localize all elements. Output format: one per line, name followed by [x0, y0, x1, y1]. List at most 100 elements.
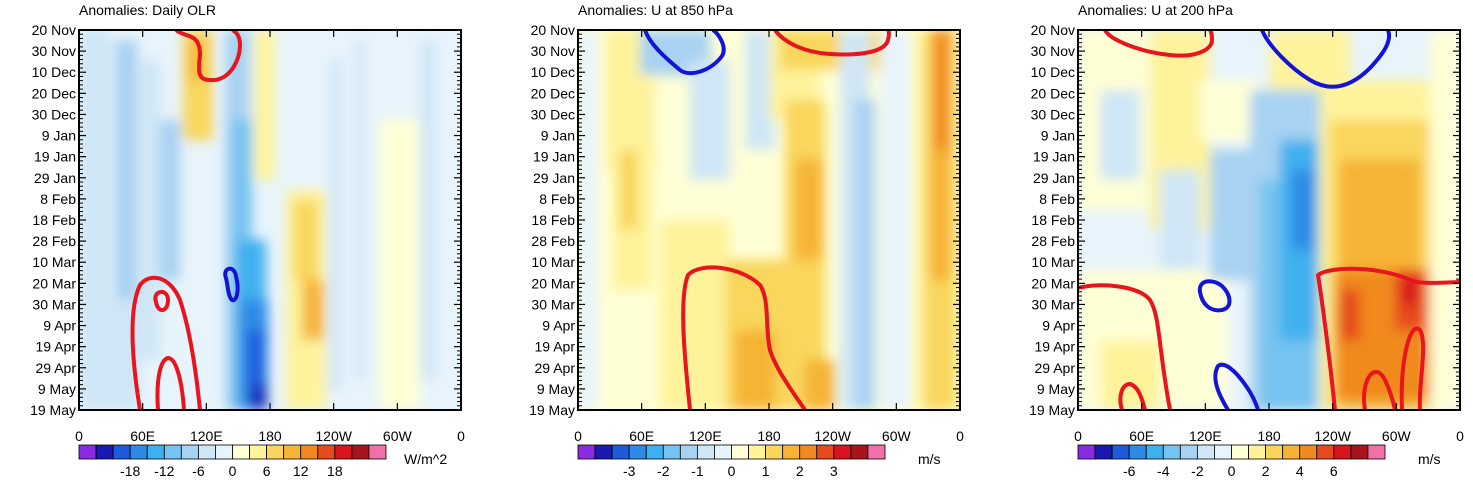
y-tick-label: 30 Dec [32, 106, 76, 122]
y-tick-label: 9 May [537, 381, 575, 397]
y-tick-label: 29 Apr [1035, 360, 1076, 376]
colorbar-bin [1196, 444, 1215, 460]
y-tick-label: 18 Feb [32, 212, 76, 228]
colorbar-bin [1333, 444, 1352, 460]
colorbar-label: 4 [1296, 463, 1304, 479]
contour-positive [1362, 370, 1397, 410]
contour-negative [1260, 30, 1391, 89]
x-tick-label: 120E [190, 428, 223, 444]
y-tick-label: 20 Mar [531, 275, 575, 291]
x-tick-label: 120E [1189, 428, 1222, 444]
colorbar-bin [594, 444, 613, 460]
colorbar-bin [1299, 444, 1318, 460]
colorbar-bin [1282, 444, 1301, 460]
y-tick-label: 19 Jan [1033, 149, 1075, 165]
y-tick-label: 20 Dec [531, 85, 575, 101]
y-tick-label: 10 Dec [32, 64, 76, 80]
y-tick-label: 9 Apr [1042, 318, 1075, 334]
y-tick-label: 9 May [38, 381, 76, 397]
contour-negative [643, 30, 726, 76]
contour-negative [1213, 362, 1260, 410]
colorbar-bin [112, 444, 131, 460]
contour-negative [1197, 279, 1232, 313]
colorbar-label: 6 [1330, 463, 1338, 479]
y-tick-label: 20 Dec [1031, 85, 1075, 101]
colorbar-label: 6 [263, 463, 271, 479]
colorbar-bin [782, 444, 801, 460]
colorbar-bin [731, 444, 749, 460]
x-tick-label: 60W [383, 428, 413, 444]
colorbar-label: -12 [154, 463, 174, 479]
colorbar-bin [577, 444, 596, 460]
colorbar-bin [1248, 444, 1267, 460]
y-tick-label: 29 Jan [34, 170, 76, 186]
colorbar-bin [249, 444, 268, 460]
colorbar-label: -1 [691, 463, 704, 479]
x-tick-label: 60W [1382, 428, 1412, 444]
colorbar-bin [628, 444, 647, 460]
colorbar-label: 2 [1262, 463, 1270, 479]
colorbar-bin [799, 444, 818, 460]
shading-u850 [578, 30, 960, 410]
y-tick-label: 19 Jan [34, 149, 76, 165]
y-tick-label: 30 Mar [1031, 296, 1075, 312]
y-tick-label: 20 Mar [32, 275, 76, 291]
y-tick-label: 28 Feb [1031, 233, 1075, 249]
y-tick-label: 30 Mar [531, 296, 575, 312]
x-tick-label: 60E [130, 428, 155, 444]
y-tick-label: 9 Apr [43, 318, 76, 334]
y-tick-label: 20 Nov [531, 22, 575, 38]
y-tick-label: 9 May [1037, 381, 1075, 397]
x-tick-label: 120W [1314, 428, 1351, 444]
contour-positive [1118, 382, 1147, 410]
colorbar-bin [1214, 444, 1232, 460]
y-tick-label: 30 Nov [531, 43, 575, 59]
contour-positive [1103, 30, 1214, 58]
y-tick-label: 10 Mar [531, 254, 575, 270]
colorbar-bin [850, 444, 869, 460]
colorbar-bin [765, 444, 784, 460]
colorbar-bin [1162, 444, 1181, 460]
y-tick-label: 28 Feb [531, 233, 575, 249]
colorbar-bin [696, 444, 715, 460]
colorbar-bin [300, 444, 319, 460]
contour-positive [153, 290, 170, 312]
colorbar-label: -6 [192, 463, 205, 479]
y-tick-labels: 20 Nov 30 Nov 10 Dec 20 Dec 30 Dec 9 Jan 19 Ja… [1029, 22, 1460, 418]
y-tick-label: 19 Apr [535, 339, 576, 355]
colorbar-label: -6 [1123, 463, 1136, 479]
y-tick-label: 9 Apr [542, 318, 575, 334]
colorbar-label: -18 [120, 463, 140, 479]
y-tick-label: 19 Jan [533, 149, 575, 165]
x-tick-label: 60W [882, 428, 912, 444]
x-tick-label: 180 [1257, 428, 1281, 444]
colorbar-bin [611, 444, 630, 460]
colorbar-label: 1 [762, 463, 770, 479]
y-tick-label: 18 Feb [1031, 212, 1075, 228]
y-tick-label: 30 Dec [1031, 106, 1075, 122]
y-tick-label: 19 May [529, 402, 575, 418]
y-tick-label: 10 Mar [1031, 254, 1075, 270]
colorbar-bin [1367, 444, 1386, 460]
x-tick-label: 120W [814, 428, 851, 444]
y-tick-label: 19 Apr [36, 339, 77, 355]
colorbar-bin [283, 444, 302, 460]
colorbar-label: -2 [657, 463, 670, 479]
colorbar-label: 12 [293, 463, 309, 479]
y-tick-label: 9 Jan [1041, 128, 1075, 144]
x-tick-label: 120W [315, 428, 352, 444]
x-tick-labels: 0 60E 120E 180 120W 60W 0 [75, 30, 465, 444]
colorbar-bin [662, 444, 681, 460]
colorbar-bin [368, 444, 387, 460]
colorbar-bin [163, 444, 182, 460]
x-tick-labels: 0 60E 120E 180 120W 60W 0 [1074, 30, 1464, 444]
contour-positive [773, 30, 891, 57]
x-tick-label: 0 [574, 428, 582, 444]
contour-positive [174, 30, 242, 83]
colorbar-bin [1145, 444, 1164, 460]
y-tick-label: 20 Mar [1031, 275, 1075, 291]
colorbar-bin [1231, 444, 1249, 460]
panel-title: Anomalies: U at 850 hPa [578, 2, 733, 18]
x-tick-label: 120E [689, 428, 722, 444]
